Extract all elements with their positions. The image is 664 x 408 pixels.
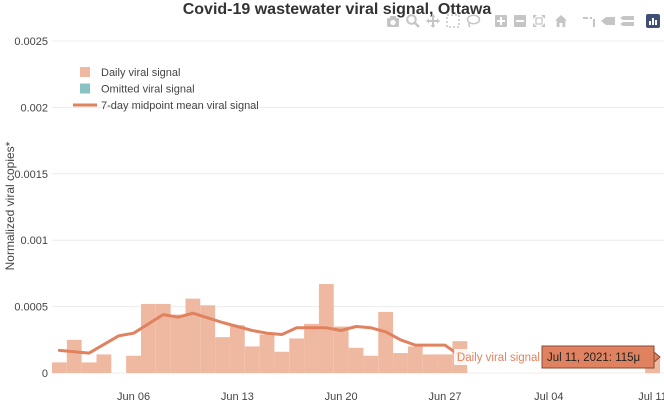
- box-select-icon[interactable]: [445, 13, 461, 29]
- y-tick-label: 0.0025: [14, 36, 48, 48]
- legend-item[interactable]: Daily viral signal: [80, 67, 180, 79]
- hover-compare-icon[interactable]: [619, 13, 635, 29]
- hover-tooltip: Jul 11, 2021: 115μ Daily viral signal: [454, 345, 661, 369]
- daily-bar[interactable]: [304, 323, 319, 373]
- daily-bar[interactable]: [422, 354, 438, 373]
- daily-bar[interactable]: [378, 311, 394, 373]
- daily-bar[interactable]: [229, 325, 245, 373]
- daily-bar[interactable]: [140, 303, 156, 373]
- daily-bar[interactable]: [289, 338, 305, 373]
- daily-bar[interactable]: [348, 347, 364, 373]
- y-tick-labels: 0 0.0005 0.001 0.0015 0.002 0.0025: [14, 36, 48, 380]
- zoom-out-icon[interactable]: [512, 13, 528, 29]
- legend-label: Omitted viral signal: [101, 84, 195, 96]
- legend-swatch: [80, 67, 90, 77]
- x-tick-labels: Jun 06 Jun 13 Jun 20 Jun 27 Jul 04 Jul 11: [117, 391, 664, 403]
- daily-bar[interactable]: [96, 354, 112, 373]
- legend-item[interactable]: Omitted viral signal: [80, 83, 195, 96]
- x-tick-label: Jul 04: [534, 391, 563, 403]
- lasso-select-icon[interactable]: [465, 13, 481, 29]
- daily-bar[interactable]: [393, 353, 408, 373]
- x-tick-label: Jul 11: [638, 391, 664, 403]
- daily-bar[interactable]: [437, 354, 453, 373]
- daily-bar[interactable]: [126, 355, 141, 373]
- autoscale-icon[interactable]: [531, 13, 547, 29]
- tooltip-name-bg: [454, 349, 540, 365]
- daily-bar[interactable]: [333, 326, 349, 373]
- pan-icon[interactable]: [425, 13, 441, 29]
- reset-axes-icon[interactable]: [553, 13, 569, 29]
- y-tick-label: 0: [42, 368, 48, 380]
- daily-bar[interactable]: [81, 362, 97, 373]
- y-tick-label: 0.001: [20, 235, 48, 247]
- mean-line[interactable]: [57, 311, 462, 358]
- legend-label: Daily viral signal: [101, 67, 180, 79]
- daily-bar[interactable]: [185, 298, 201, 373]
- daily-bar[interactable]: [363, 355, 379, 373]
- y-tick-label: 0.0005: [14, 302, 48, 314]
- x-tick-label: Jun 20: [325, 391, 358, 403]
- chart-title: Covid-19 wastewater viral signal, Ottawa: [183, 1, 492, 18]
- hover-closest-icon[interactable]: [600, 13, 616, 29]
- legend-item[interactable]: 7-day midpoint mean viral signal: [73, 100, 259, 112]
- daily-bar[interactable]: [66, 339, 82, 373]
- zoom-icon[interactable]: [405, 13, 421, 29]
- daily-bar[interactable]: [259, 334, 275, 373]
- tooltip-value: Jul 11, 2021: 115μ: [547, 352, 640, 364]
- camera-icon[interactable]: [385, 13, 401, 29]
- legend[interactable]: Daily viral signal Omitted viral signal 7-…: [73, 67, 259, 112]
- y-axis-label: Normalized viral copies*: [3, 141, 17, 270]
- daily-bar[interactable]: [215, 337, 230, 373]
- daily-bar[interactable]: [407, 346, 423, 373]
- x-tick-label: Jun 13: [221, 391, 254, 403]
- tooltip-trace-name: Daily viral signal: [457, 352, 540, 364]
- x-tick-label: Jun 06: [117, 391, 150, 403]
- y-tick-label: 0.002: [20, 102, 48, 114]
- mean-line-layer[interactable]: [57, 311, 462, 358]
- y-tick-label: 0.0015: [14, 169, 48, 181]
- daily-bar[interactable]: [274, 351, 290, 373]
- tooltip-arrow: [653, 350, 661, 364]
- daily-bar[interactable]: [200, 305, 216, 373]
- daily-bar[interactable]: [155, 303, 171, 373]
- plotly-logo-icon[interactable]: [645, 13, 661, 29]
- daily-bar[interactable]: [52, 362, 67, 373]
- daily-bar[interactable]: [170, 314, 186, 373]
- daily-bar[interactable]: [244, 346, 260, 373]
- legend-swatch: [80, 83, 90, 94]
- x-tick-label: Jun 27: [428, 391, 461, 403]
- toggle-spike-lines-icon[interactable]: [581, 13, 597, 29]
- zoom-in-icon[interactable]: [493, 13, 509, 29]
- legend-label: 7-day midpoint mean viral signal: [101, 100, 259, 112]
